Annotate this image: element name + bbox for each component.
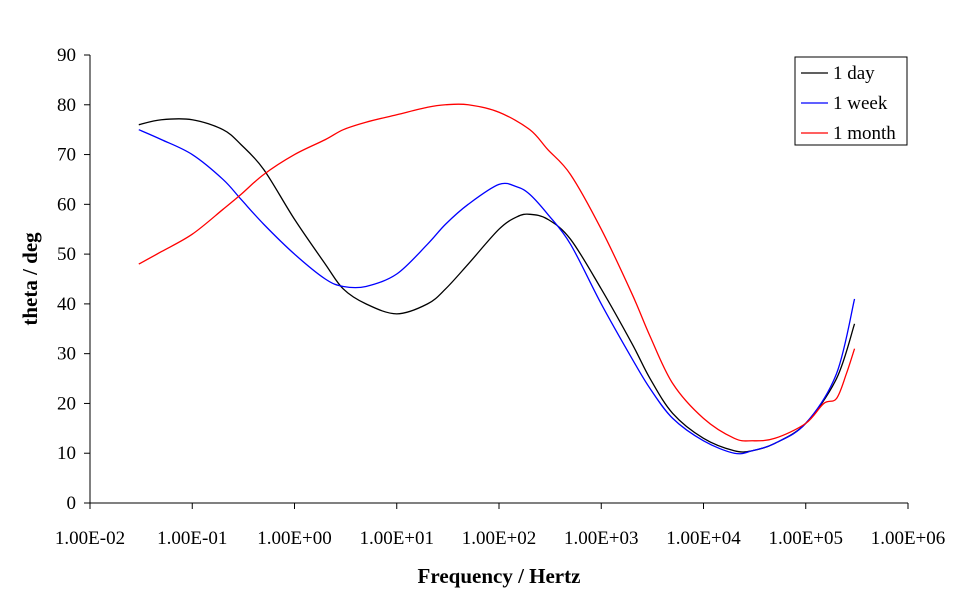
x-ticks: 1.00E-02 1.00E-01 1.00E+00 1.00E+01 1.00E+02… [55, 503, 945, 549]
plot-area [89, 55, 908, 504]
legend-items: 1 day 1 week 1 month [801, 63, 896, 144]
series-line-3 [138, 103, 856, 442]
y-tick-label: 0 [67, 493, 77, 514]
y-tick-label: 70 [57, 145, 76, 166]
x-tick-label: 1.00E-01 [157, 528, 227, 549]
x-tick-label: 1.00E+01 [359, 528, 434, 549]
y-tick-label: 90 [57, 45, 76, 66]
legend-label: 1 month [833, 123, 896, 144]
legend-label: 1 week [833, 93, 888, 114]
series-line-1 [138, 118, 856, 453]
series-line-2 [138, 129, 856, 455]
legend-box [794, 56, 908, 146]
y-tick-label: 50 [57, 244, 76, 265]
x-tick-label: 1.00E+05 [768, 528, 843, 549]
y-axis-title: theta / deg [18, 232, 42, 326]
legend: 1 day 1 week 1 month [794, 56, 908, 146]
x-tick-label: 1.00E+04 [666, 528, 741, 549]
series-group [138, 103, 856, 455]
x-axis-title: Frequency / Hertz [418, 564, 581, 588]
x-tick-label: 1.00E-02 [55, 528, 125, 549]
y-ticks: 0 10 20 30 40 50 60 70 80 90 [57, 45, 90, 514]
y-tick-label: 30 [57, 344, 76, 365]
y-tick-label: 60 [57, 194, 76, 215]
y-tick-label: 10 [57, 443, 76, 464]
legend-label: 1 day [833, 63, 875, 84]
y-tick-label: 80 [57, 95, 76, 116]
x-tick-label: 1.00E+02 [462, 528, 537, 549]
x-tick-label: 1.00E+00 [257, 528, 332, 549]
x-tick-label: 1.00E+06 [871, 528, 946, 549]
x-tick-label: 1.00E+03 [564, 528, 639, 549]
y-tick-label: 40 [57, 294, 76, 315]
y-tick-label: 20 [57, 393, 76, 414]
